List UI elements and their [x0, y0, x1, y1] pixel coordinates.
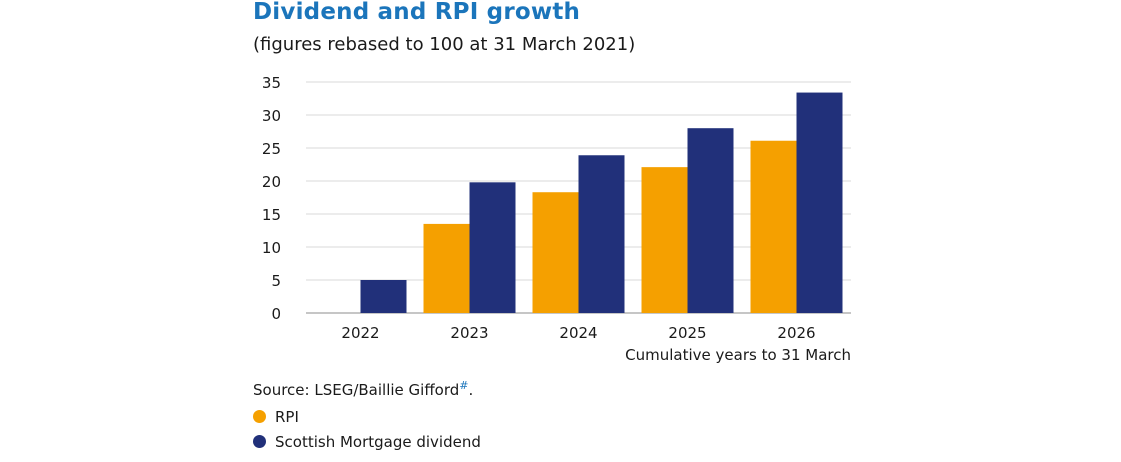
- legend-item-dividend: Scottish Mortgage dividend: [253, 429, 481, 454]
- chart-subtitle: (figures rebased to 100 at 31 March 2021…: [253, 34, 636, 55]
- rpi-bar: [423, 223, 470, 313]
- x-tick-label: 2024: [559, 324, 597, 342]
- source-end: .: [468, 381, 474, 399]
- x-tick-label: 2022: [341, 324, 379, 342]
- y-tick-label: 20: [262, 173, 281, 191]
- legend: RPI Scottish Mortgage dividend: [253, 404, 481, 454]
- y-tick-label: 25: [262, 140, 281, 158]
- rpi-bar: [641, 167, 688, 313]
- source-footnote-mark: #: [459, 379, 469, 392]
- dividend-bar: [796, 92, 843, 313]
- legend-label-rpi: RPI: [275, 407, 299, 426]
- x-tick-label: 2023: [450, 324, 488, 342]
- dividend-bar: [578, 155, 625, 313]
- source-text: Source: LSEG/Baillie Gifford: [253, 381, 460, 399]
- legend-swatch-dividend: [253, 435, 266, 448]
- y-tick-label: 30: [262, 107, 281, 125]
- legend-swatch-rpi: [253, 410, 266, 423]
- chart-title: Dividend and RPI growth: [253, 0, 581, 25]
- rpi-bar: [532, 192, 579, 313]
- y-tick-label: 10: [262, 239, 281, 257]
- y-tick-label: 0: [271, 305, 281, 323]
- x-tick-label: 2026: [777, 324, 815, 342]
- x-axis-label: Cumulative years to 31 March: [625, 346, 851, 364]
- dividend-bar: [360, 280, 407, 313]
- dividend-bar: [687, 128, 734, 313]
- y-tick-label: 5: [271, 272, 281, 290]
- y-tick-label: 35: [262, 74, 281, 92]
- legend-label-dividend: Scottish Mortgage dividend: [275, 432, 481, 451]
- legend-item-rpi: RPI: [253, 404, 481, 429]
- x-tick-label: 2025: [668, 324, 706, 342]
- source-note: Source: LSEG/Baillie Gifford#.: [253, 379, 473, 399]
- y-tick-label: 15: [262, 206, 281, 224]
- rpi-bar: [750, 140, 797, 313]
- dividend-bar: [469, 182, 516, 313]
